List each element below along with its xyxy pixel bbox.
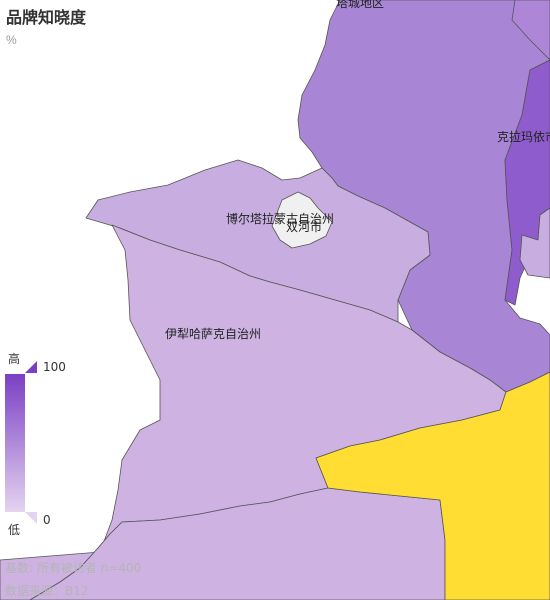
unit-label: %	[6, 33, 17, 47]
region-right-patch[interactable]	[519, 207, 550, 279]
label-kelamayi: 克拉玛依市	[497, 130, 550, 144]
footnote-base: 基数: 所有被访者 n=400	[5, 561, 142, 575]
map-title: 品牌知晓度	[6, 8, 87, 27]
label-shuanghe: 双河市	[286, 220, 323, 234]
legend-high-label: 高	[8, 352, 21, 366]
legend-max-value: 100	[43, 360, 66, 374]
legend-high-handle[interactable]	[25, 361, 37, 373]
legend-low-label: 低	[8, 523, 21, 537]
label-boertala: 博尔塔拉蒙古自治州	[226, 212, 335, 226]
legend-gradient-bar	[5, 374, 25, 512]
region-south[interactable]	[315, 371, 550, 600]
legend-low-handle[interactable]	[25, 512, 37, 524]
region-top-right[interactable]	[511, 0, 550, 61]
region-shuanghe[interactable]	[271, 191, 333, 249]
legend-min-value: 0	[43, 513, 51, 527]
label-tacheng: 塔城地区	[336, 0, 385, 10]
footnote-source: 数据来源：B12	[5, 584, 89, 598]
label-yili: 伊犁哈萨克自治州	[165, 327, 262, 341]
